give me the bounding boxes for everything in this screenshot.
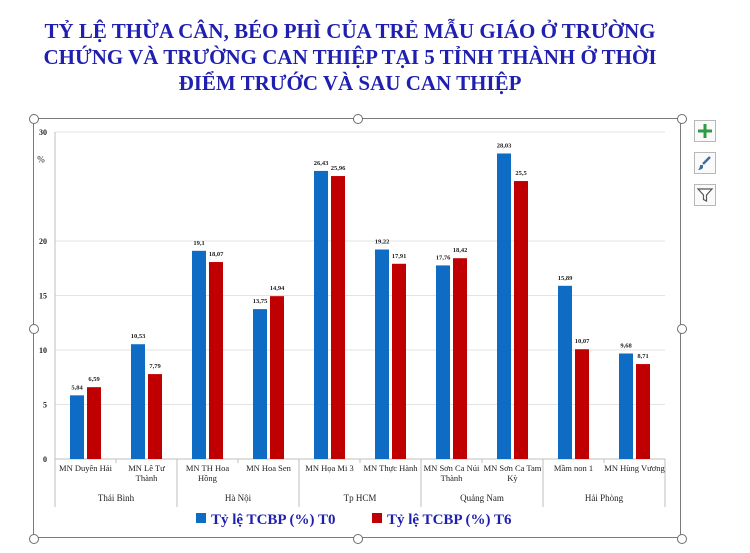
legend-label-t6: Tỷ lệ TCBP (%) T6 (387, 512, 512, 528)
resize-handle-bottom-center[interactable] (353, 534, 363, 544)
resize-handle-top-left[interactable] (29, 114, 39, 124)
chart-styles-button[interactable] (694, 152, 716, 174)
legend-swatch-t0 (196, 513, 206, 523)
legend-item-t0: Tỷ lệ TCBP (%) T0 (196, 512, 335, 529)
chart-filters-button[interactable] (694, 184, 716, 206)
resize-handle-bottom-right[interactable] (677, 534, 687, 544)
legend-swatch-t6 (372, 513, 382, 523)
chart-legend: Tỷ lệ TCBP (%) T0 Tỷ lệ TCBP (%) T6 (196, 512, 596, 534)
add-element-icon (698, 124, 712, 138)
resize-handle-bottom-left[interactable] (29, 534, 39, 544)
resize-handle-middle-left[interactable] (29, 324, 39, 334)
legend-label-t0: Tỷ lệ TCBP (%) T0 (211, 512, 336, 528)
resize-handle-top-center[interactable] (353, 114, 363, 124)
chart-elements-button[interactable] (694, 120, 716, 142)
resize-handle-middle-right[interactable] (677, 324, 687, 334)
legend-item-t6: Tỷ lệ TCBP (%) T6 (372, 512, 511, 529)
chart-area[interactable] (33, 118, 681, 538)
resize-handle-top-right[interactable] (677, 114, 687, 124)
chart-title: TỶ LỆ THỪA CÂN, BÉO PHÌ CỦA TRẺ MẪU GIÁO… (43, 19, 657, 95)
brush-style-icon (698, 156, 711, 170)
filter-icon (696, 188, 714, 202)
